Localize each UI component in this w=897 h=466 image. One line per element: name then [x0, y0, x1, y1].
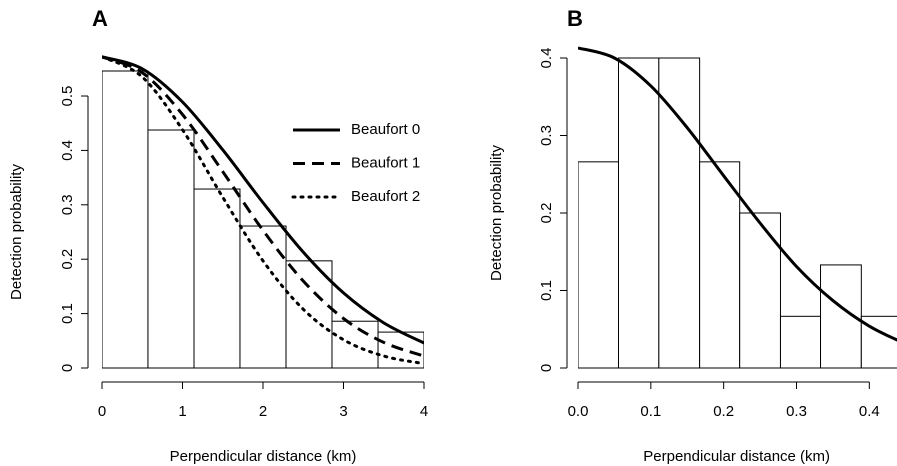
plot-area	[102, 55, 424, 369]
bar	[578, 161, 619, 369]
panel-label: B	[567, 6, 583, 31]
y-tick-label: 0.3	[59, 194, 76, 215]
bar	[193, 188, 241, 369]
y-tick-label: 0.2	[59, 249, 76, 270]
x-tick-label: 2	[259, 403, 267, 420]
y-tick-label: 0	[59, 364, 76, 372]
plot-area	[578, 46, 897, 369]
legend-label: Beaufort 1	[351, 154, 420, 171]
y-tick-label: 0.4	[59, 140, 76, 161]
y-tick-label: 0.5	[59, 86, 76, 107]
x-tick-label: 0.0	[568, 403, 589, 420]
bar	[102, 70, 149, 369]
y-tick-label: 0.3	[538, 125, 555, 146]
x-tick-label: 3	[339, 403, 347, 420]
y-tick-label: 0	[538, 364, 555, 372]
bar	[658, 57, 701, 369]
legend-label: Beaufort 2	[351, 188, 420, 205]
x-tick-label: 1	[178, 403, 186, 420]
x-tick-label: 0	[98, 403, 106, 420]
y-axis-title: Detection probability	[488, 145, 505, 281]
bar	[147, 129, 195, 369]
y-tick-label: 0.4	[538, 48, 555, 69]
bar	[739, 212, 781, 369]
detection-curve	[578, 46, 897, 342]
x-tick-label: 0.4	[859, 403, 880, 420]
x-tick-label: 0.3	[786, 403, 807, 420]
detection-curve	[102, 55, 424, 358]
y-tick-label: 0.2	[538, 203, 555, 224]
bar	[699, 161, 741, 369]
x-tick-label: 4	[420, 403, 428, 420]
x-tick-label: 0.1	[640, 403, 661, 420]
x-axis-title: Perpendicular distance (km)	[643, 448, 830, 465]
y-tick-label: 0.1	[538, 280, 555, 301]
bar	[779, 315, 822, 369]
detection-curve	[102, 55, 424, 366]
y-axis-title: Detection probability	[8, 164, 25, 300]
x-axis-title: Perpendicular distance (km)	[170, 448, 357, 465]
bar	[617, 57, 660, 369]
detection-curve	[102, 55, 424, 345]
x-tick-label: 0.2	[713, 403, 734, 420]
bar	[239, 225, 287, 369]
y-tick-label: 0.1	[59, 303, 76, 324]
panel-label: A	[92, 6, 108, 31]
legend-label: Beaufort 0	[351, 121, 420, 138]
